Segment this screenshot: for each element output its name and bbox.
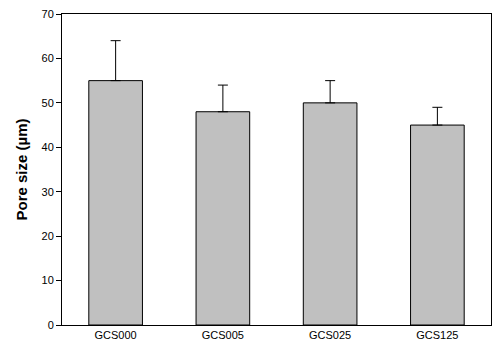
svg-text:GCS125: GCS125 — [416, 329, 458, 341]
svg-text:0: 0 — [48, 319, 54, 331]
svg-text:GCS000: GCS000 — [95, 329, 137, 341]
svg-text:70: 70 — [42, 8, 54, 20]
svg-text:60: 60 — [42, 52, 54, 64]
svg-text:GCS005: GCS005 — [202, 329, 244, 341]
svg-text:50: 50 — [42, 97, 54, 109]
svg-text:Pore size (µm): Pore size (µm) — [13, 118, 30, 220]
svg-text:30: 30 — [42, 186, 54, 198]
svg-text:40: 40 — [42, 141, 54, 153]
svg-text:20: 20 — [42, 230, 54, 242]
svg-text:GCS025: GCS025 — [309, 329, 351, 341]
svg-text:10: 10 — [42, 274, 54, 286]
